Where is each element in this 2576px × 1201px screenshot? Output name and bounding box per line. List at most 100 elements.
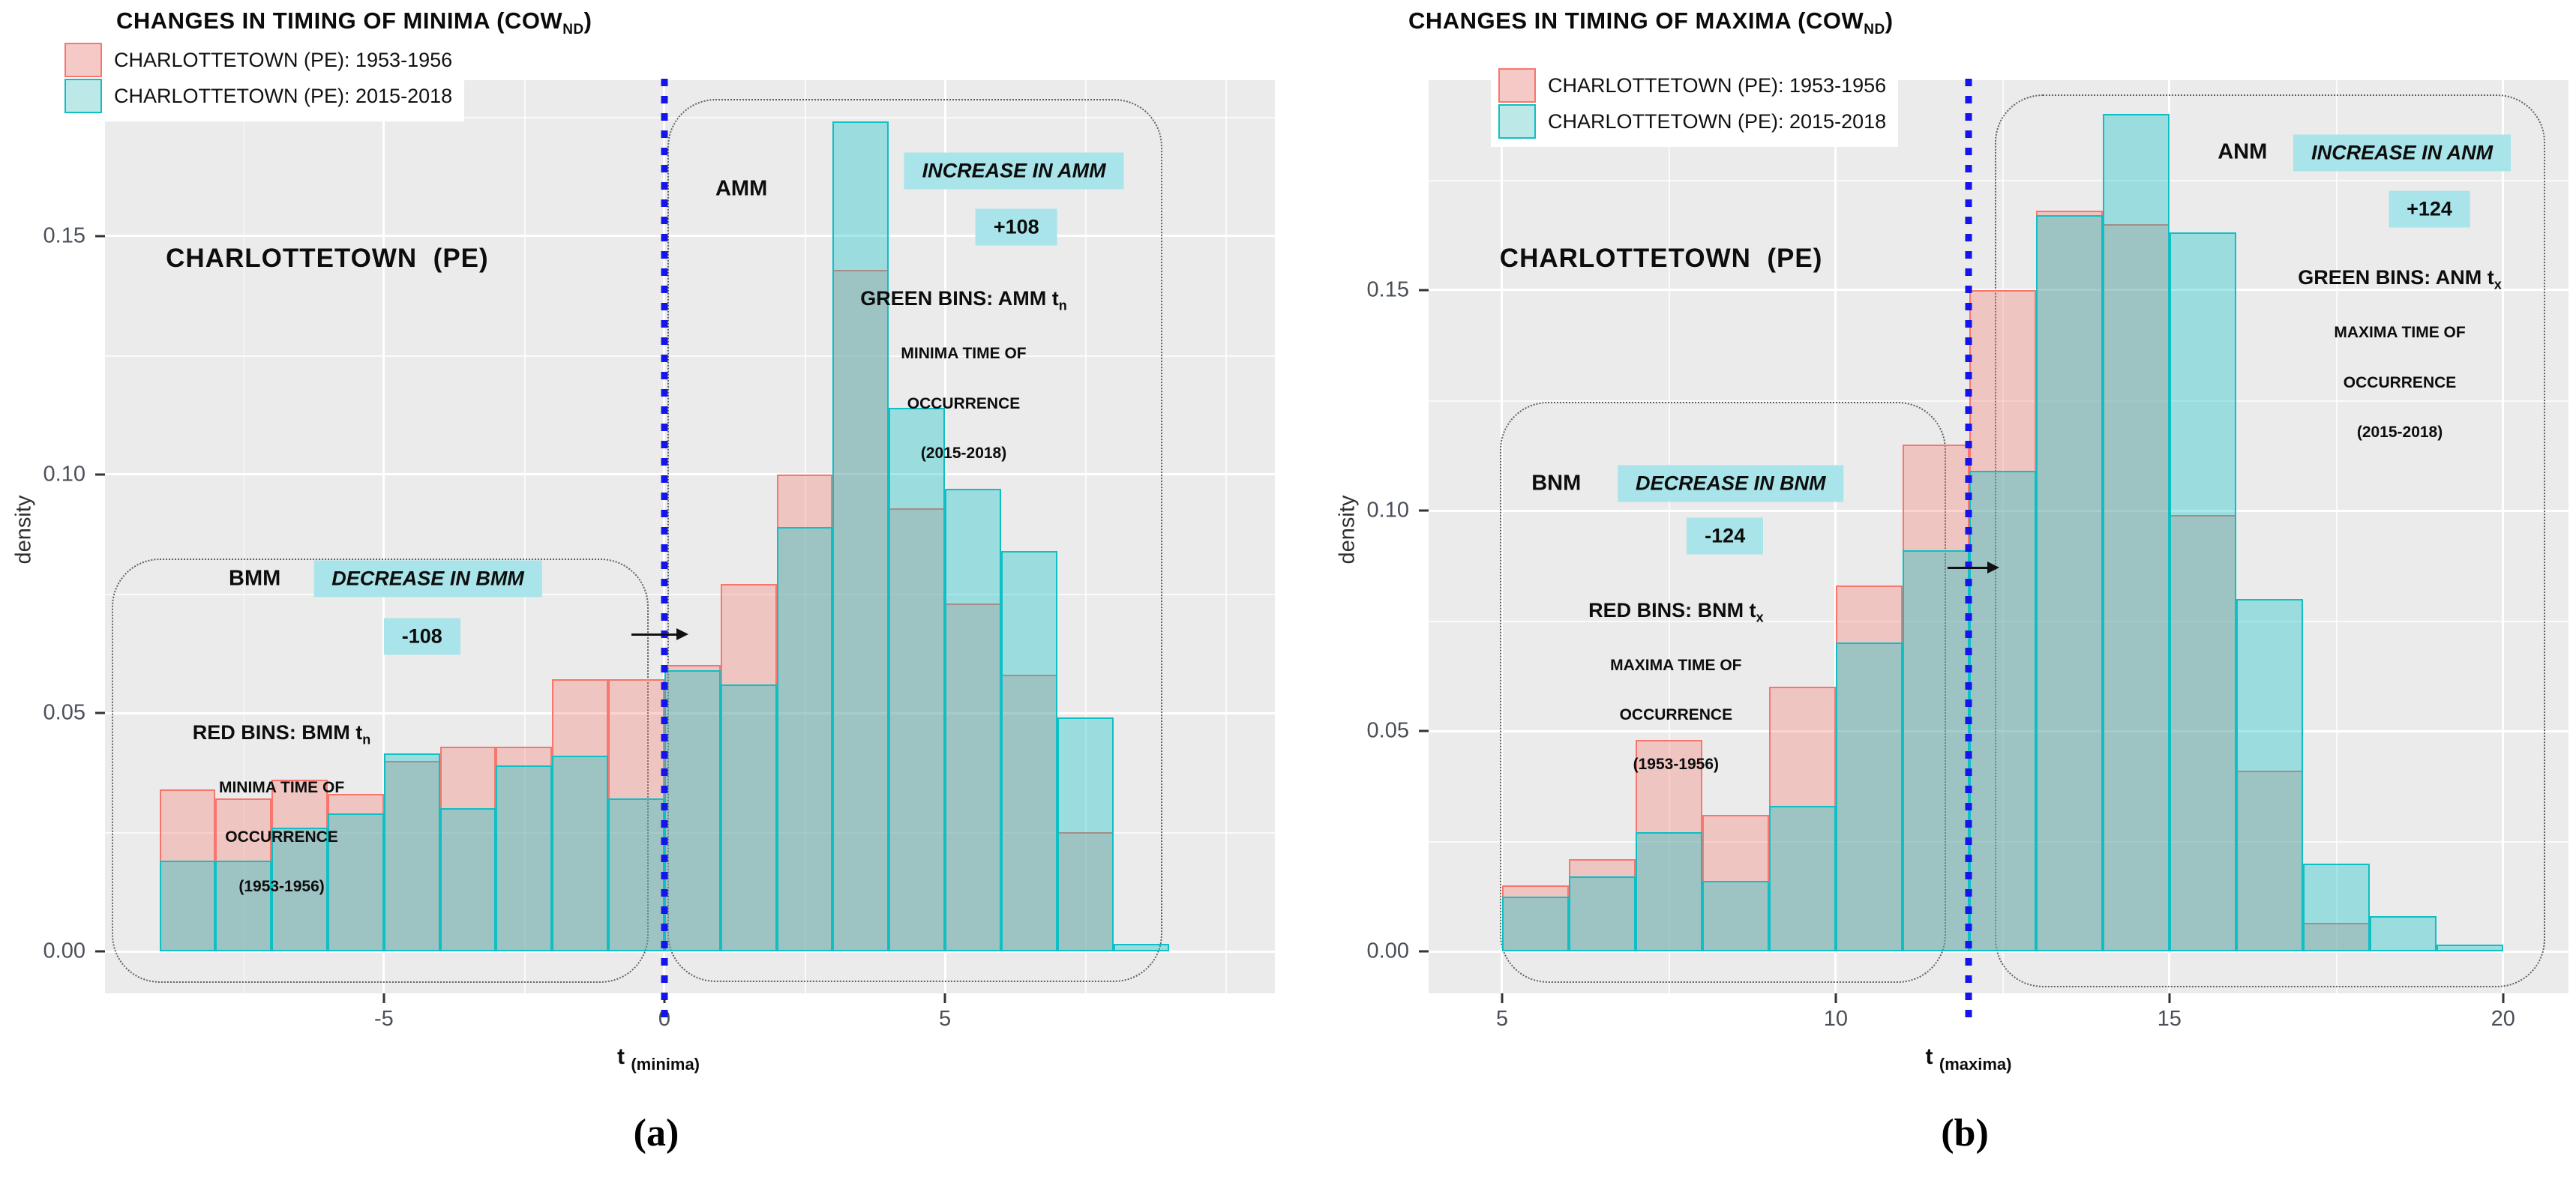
title-subscript: ND	[562, 22, 584, 37]
histogram-bar	[2169, 232, 2236, 952]
histogram-bar	[1635, 832, 1702, 952]
gridline	[105, 355, 1275, 357]
y-tick-mark	[1419, 289, 1429, 292]
gridline	[1429, 400, 2569, 402]
gridline	[1669, 80, 1670, 993]
gridline	[105, 594, 1275, 595]
histogram-bar	[945, 489, 1001, 952]
after-delta-badge: +108	[975, 208, 1057, 246]
x-axis-title: t (minima)	[616, 1044, 700, 1074]
y-tick-label: 0.05	[43, 700, 85, 725]
histogram-bar	[1702, 814, 1769, 952]
title-text: CHANGES IN TIMING OF MINIMA (COW	[116, 7, 563, 34]
after-delta-badge: +124	[2389, 190, 2470, 228]
histogram-bar	[776, 526, 833, 952]
y-tick-label: 0.10	[1366, 498, 1409, 523]
y-tick-mark	[95, 950, 105, 953]
histogram-bar	[1000, 550, 1057, 952]
red-bins-note: RED BINS: BMM tn MINIMA TIME OF OCCURREN…	[192, 721, 371, 896]
after-change-note: INCREASE IN AMM	[904, 152, 1124, 190]
title-close: )	[583, 7, 592, 34]
histogram-bar	[2102, 113, 2170, 952]
before-region-label: BNM	[1531, 471, 1582, 496]
x-axis: 5 10 15 20	[1429, 993, 2569, 1046]
legend-item: CHARLOTTETOWN (PE): 1953-1956	[1498, 67, 1886, 103]
histogram-bars	[105, 80, 1275, 993]
y-tick-mark	[95, 235, 105, 238]
x-tick-label: -5	[373, 1007, 394, 1031]
histogram-bar	[439, 808, 496, 952]
title-subscript: ND	[1864, 22, 1885, 37]
x-tick-mark	[943, 993, 946, 1003]
green-bins-note: GREEN BINS: ANM tx MAXIMA TIME OF OCCURR…	[2298, 266, 2502, 441]
before-change-note: DECREASE IN BMM	[313, 560, 542, 598]
histogram-bar	[664, 669, 721, 952]
y-tick-label: 0.15	[1366, 277, 1409, 302]
gridline	[2336, 80, 2338, 993]
gridline	[1834, 80, 1837, 993]
gridline	[1225, 80, 1227, 993]
gridline	[105, 832, 1275, 834]
histogram-bar	[1113, 944, 1170, 952]
gridline	[243, 80, 245, 993]
plot-panel: CHARLOTTETOWN (PE) BMM DECREASE IN BMM -…	[105, 78, 1275, 1017]
histogram-bar	[1702, 881, 1769, 952]
gridline	[2502, 80, 2505, 993]
y-tick-mark	[95, 711, 105, 714]
histogram-bar	[2169, 514, 2236, 952]
legend-item: CHARLOTTETOWN (PE): 2015-2018	[1498, 103, 1886, 139]
subfigure-caption-b: (b)	[1941, 1112, 1989, 1155]
x-tick-label: 10	[1823, 1007, 1848, 1031]
histogram-bar	[159, 789, 216, 952]
chart-title: CHANGES IN TIMING OF MAXIMA (COWND)	[1408, 7, 1894, 38]
histogram-bar	[552, 756, 609, 952]
x-axis-title: t (maxima)	[1925, 1044, 2012, 1074]
x-tick-mark	[1834, 993, 1837, 1003]
histogram-bar	[2102, 223, 2170, 952]
y-axis-title: density	[11, 495, 36, 565]
x-tick-label: 20	[2491, 1007, 2515, 1031]
histogram-bar	[1568, 876, 1636, 952]
x-tick-label: 15	[2157, 1007, 2182, 1031]
plot-panel: CHARLOTTETOWN (PE) BNM DECREASE IN BNM -…	[1429, 78, 2569, 1017]
histogram-bar	[1835, 642, 1903, 952]
histogram-bar	[889, 407, 946, 952]
histogram-bar	[1902, 550, 1969, 952]
histogram-bar	[215, 861, 272, 952]
before-change-note: DECREASE IN BNM	[1618, 465, 1844, 502]
y-axis: 0.00 0.05 0.10 0.15	[0, 80, 105, 993]
x-tick-label: 5	[938, 1007, 952, 1031]
legend: CHARLOTTETOWN (PE): 1953-1956 CHARLOTTET…	[1491, 60, 1899, 147]
before-delta-badge: -124	[1687, 517, 1764, 555]
histogram-bar	[2302, 922, 2370, 952]
red-bins-note-title: RED BINS: BNM tx	[1588, 598, 1764, 625]
gridline	[382, 80, 385, 993]
y-tick-label: 0.10	[43, 462, 85, 487]
legend-item: CHARLOTTETOWN (PE): 1953-1956	[64, 42, 452, 78]
gridline	[1085, 80, 1087, 993]
gridline	[105, 473, 1275, 476]
histogram-bar	[2236, 598, 2303, 952]
station-label: CHARLOTTETOWN (PE)	[1499, 243, 1823, 273]
shift-arrow-icon	[631, 628, 688, 641]
reference-line	[1965, 78, 1972, 1017]
x-tick-mark	[1501, 993, 1504, 1003]
y-tick-mark	[1419, 950, 1429, 953]
histogram-bar	[496, 765, 553, 952]
after-region-label: ANM	[2218, 139, 2268, 164]
gridline	[1501, 80, 1504, 993]
title-text: CHANGES IN TIMING OF MAXIMA (COW	[1408, 7, 1864, 34]
histogram-bar	[608, 798, 664, 951]
y-tick-label: 0.00	[1366, 939, 1409, 963]
histogram-bar	[832, 121, 889, 952]
after-region-label: AMM	[715, 176, 768, 201]
histogram-bar	[328, 813, 384, 952]
y-axis: 0.00 0.05 0.10 0.15	[1324, 80, 1429, 993]
gridline	[1429, 509, 2569, 512]
reference-line	[661, 78, 668, 1017]
after-region-outline	[1995, 94, 2546, 987]
cyan-swatch-icon	[1498, 104, 1536, 139]
gridline	[2002, 80, 2004, 993]
histogram-bar	[2436, 945, 2503, 952]
gridline	[105, 235, 1275, 238]
